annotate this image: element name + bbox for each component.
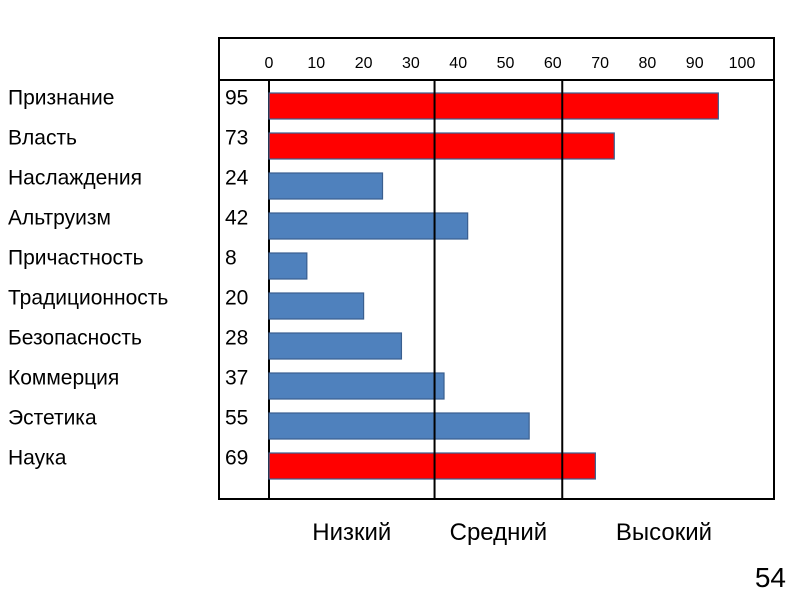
category-label: Безопасность: [8, 327, 142, 350]
category-label: Наслаждения: [8, 167, 142, 190]
level-label: Средний: [450, 519, 548, 546]
bar-8: [268, 372, 445, 400]
x-tick-label: 60: [544, 55, 562, 72]
value-label: 55: [225, 407, 248, 430]
level-label: Низкий: [312, 519, 391, 546]
bar-7: [268, 332, 403, 360]
value-label: 69: [225, 447, 248, 470]
bar-9: [268, 412, 530, 440]
x-tick-label: 70: [591, 55, 609, 72]
x-tick-label: 50: [497, 55, 515, 72]
x-tick-label: 100: [729, 55, 756, 72]
x-tick-label: 30: [402, 55, 420, 72]
x-tick-label: 80: [639, 55, 657, 72]
value-label: 8: [225, 247, 237, 270]
category-label: Традиционность: [8, 287, 168, 310]
value-label: 24: [225, 167, 249, 190]
value-label: 95: [225, 87, 248, 110]
bar-5: [268, 252, 308, 280]
page-number: 54: [754, 562, 786, 593]
bar-3: [268, 172, 384, 200]
value-label: 28: [225, 327, 248, 350]
x-tick-label: 0: [265, 55, 274, 72]
bar-2: [268, 132, 615, 160]
bar-10: [268, 452, 596, 480]
x-tick-label: 90: [686, 55, 704, 72]
value-label: 42: [225, 207, 248, 230]
value-label: 20: [225, 287, 248, 310]
category-label: Коммерция: [8, 367, 119, 390]
value-label: 37: [225, 367, 248, 390]
chart-frame: [218, 37, 775, 500]
x-tick-label: 10: [307, 55, 325, 72]
bar-1: [268, 92, 719, 120]
category-label: Власть: [8, 127, 77, 150]
category-label: Альтруизм: [8, 207, 111, 230]
level-label: Высокий: [616, 519, 712, 546]
category-label: Причастность: [8, 247, 144, 270]
category-label: Наука: [8, 447, 67, 470]
x-tick-label: 40: [449, 55, 467, 72]
bar-4: [268, 212, 469, 240]
category-label: Эстетика: [8, 407, 97, 430]
x-tick-label: 20: [355, 55, 373, 72]
category-label: Признание: [8, 87, 114, 110]
bar-6: [268, 292, 365, 320]
value-label: 73: [225, 127, 248, 150]
